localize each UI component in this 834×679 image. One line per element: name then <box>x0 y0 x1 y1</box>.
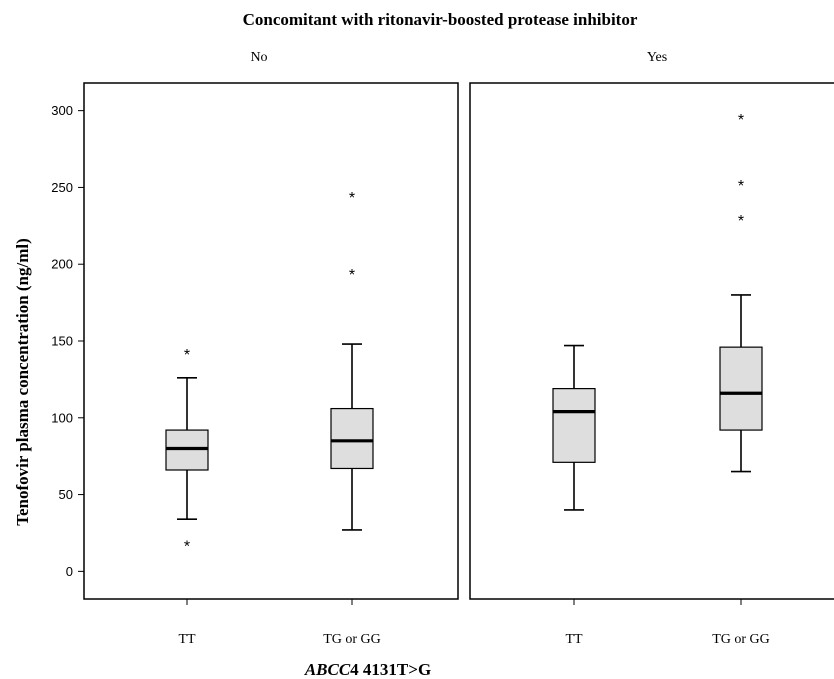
box-no-tt: ** <box>165 347 209 556</box>
iqr-box <box>330 407 374 470</box>
y-tick-label: 50 <box>59 487 73 502</box>
outlier-point: * <box>738 213 744 230</box>
x-tick-label: TT <box>178 632 196 647</box>
panel-border-no <box>83 82 459 600</box>
box-yes-tg-gg: * * * <box>719 112 763 473</box>
x-axis: TT TG or GG TT TG or GG <box>178 599 770 647</box>
x-tick-label: TT <box>565 632 583 647</box>
y-tick-label: 100 <box>51 410 73 425</box>
panel-border-yes <box>469 82 834 600</box>
y-tick-label: 250 <box>51 180 73 195</box>
outlier-point: * <box>738 178 744 195</box>
outlier-point: * <box>349 267 355 284</box>
x-axis-label-gene: ABCC <box>304 660 351 679</box>
panel-label-no: No <box>250 50 267 65</box>
iqr-box <box>552 388 596 463</box>
outlier-point: * <box>349 190 355 207</box>
x-tick-label: TG or GG <box>323 632 381 647</box>
x-axis-label: ABCC4 4131T>G <box>304 660 431 679</box>
iqr-box <box>719 346 763 431</box>
outlier-point: * <box>184 539 190 556</box>
y-axis: 0 50 100 150 200 250 300 <box>51 103 84 579</box>
chart-title: Concomitant with ritonavir-boosted prote… <box>243 10 638 29</box>
y-tick-label: 150 <box>51 334 73 349</box>
panel-frame-no <box>83 82 459 600</box>
box-series: ******* <box>165 112 763 556</box>
y-tick-label: 300 <box>51 103 73 118</box>
y-axis-label: Tenofovir plasma concentration (ng/ml) <box>13 238 32 526</box>
y-tick-label: 200 <box>51 257 73 272</box>
box-no-tg-gg: ** <box>330 190 374 531</box>
box-yes-tt <box>552 344 596 511</box>
y-tick-label: 0 <box>66 564 73 579</box>
panel-frame-yes <box>469 82 834 600</box>
panel-label-yes: Yes <box>647 50 667 65</box>
outlier-point: * <box>738 112 744 129</box>
x-axis-label-variant: 4 4131T>G <box>350 660 431 679</box>
x-tick-label: TG or GG <box>712 632 770 647</box>
outlier-point: * <box>184 347 190 364</box>
